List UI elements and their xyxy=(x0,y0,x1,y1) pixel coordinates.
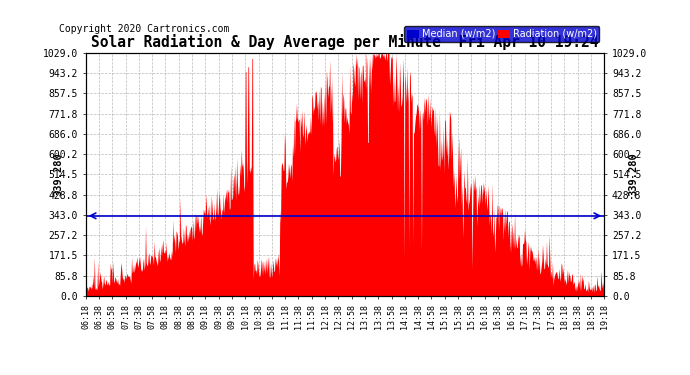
Text: Copyright 2020 Cartronics.com: Copyright 2020 Cartronics.com xyxy=(59,24,229,34)
Text: 339.280: 339.280 xyxy=(54,153,63,196)
Text: 339.280: 339.280 xyxy=(628,153,638,196)
Legend: Median (w/m2), Radiation (w/m2): Median (w/m2), Radiation (w/m2) xyxy=(404,26,600,42)
Title: Solar Radiation & Day Average per Minute  Fri Apr 10 19:24: Solar Radiation & Day Average per Minute… xyxy=(91,34,599,50)
